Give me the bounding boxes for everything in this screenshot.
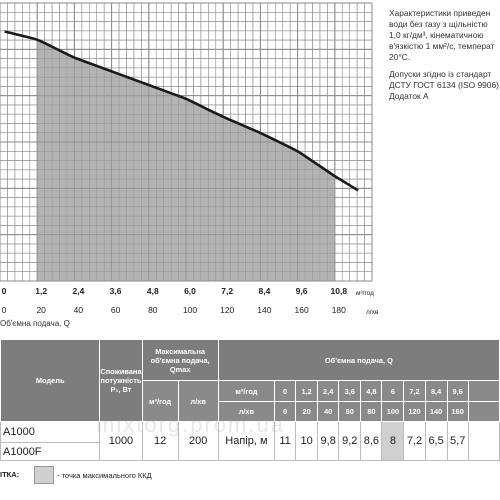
spec-table: Модель Споживана потужність P₁, Вт Макси… bbox=[0, 339, 500, 461]
q-l: 40 bbox=[317, 401, 340, 422]
watermark: mixtorg.prom.ua bbox=[96, 412, 285, 437]
qmax-unit-m3: м³/год bbox=[141, 380, 179, 422]
head-value: 11 bbox=[273, 421, 297, 461]
legend-swatch bbox=[34, 466, 54, 484]
note-conditions: Характеристики приведен води без газу з … bbox=[389, 8, 495, 62]
x-tick-m3: 10,8 bbox=[331, 286, 348, 296]
head-value: 9,2 bbox=[338, 421, 362, 461]
q-m3: 9,6 bbox=[446, 380, 469, 402]
q-m3: 4,8 bbox=[360, 380, 383, 402]
model-header: Модель bbox=[0, 339, 101, 422]
q-l: 140 bbox=[424, 401, 448, 422]
qmax-m3-value: 12 bbox=[141, 421, 179, 461]
head-value: 7,2 bbox=[403, 421, 426, 461]
q-m3: 8,4 bbox=[424, 380, 448, 402]
note-standard: Допуски згідно із стандарт ДСТУ ГОСТ 613… bbox=[389, 69, 499, 101]
x-unit-m3: м³/год bbox=[356, 290, 374, 297]
x-axis-label: Об'ємна подача, Q bbox=[0, 319, 70, 328]
x-tick-l: 80 bbox=[148, 305, 158, 315]
performance-chart: 0 1,2 2,4 3,6 4,8 6,0 7,2 8,4 9,6 10,8 м³/год 0 20 40… bbox=[0, 2, 379, 316]
x-tick-m3: 4,8 bbox=[147, 286, 159, 296]
grid-overlay bbox=[0, 2, 373, 282]
head-value: 10 bbox=[295, 421, 319, 461]
q-m3: 3,6 bbox=[338, 380, 362, 402]
x-tick-l: 120 bbox=[220, 305, 234, 315]
x-axis-ticks: 0 1,2 2,4 3,6 4,8 6,0 7,2 8,4 9,6 10,8 м³/год 0 20 40… bbox=[2, 286, 379, 316]
model-name: A1000 bbox=[0, 421, 101, 443]
head-value: 6,5 bbox=[424, 421, 448, 461]
performance-curve bbox=[4, 30, 359, 192]
head-label: Напір, м bbox=[217, 421, 276, 461]
q-l: 120 bbox=[403, 401, 426, 422]
head-value: 8,6 bbox=[360, 421, 383, 461]
q-m3: 7,2 bbox=[403, 380, 426, 402]
qmax-l-value: 200 bbox=[177, 421, 219, 461]
max-flow-header: Максимальна об'ємна подача, Qmax bbox=[141, 339, 219, 381]
power-header: Споживана потужність P₁, Вт bbox=[99, 339, 143, 422]
q-m3: 1,2 bbox=[295, 380, 319, 402]
x-tick-l: 100 bbox=[183, 305, 197, 315]
x-tick-l: 40 bbox=[74, 305, 84, 315]
q-l: 0 bbox=[273, 401, 297, 422]
x-tick-m3: 1,2 bbox=[35, 286, 47, 296]
model-name: A1000F bbox=[0, 442, 101, 461]
q-m3: 2,4 bbox=[317, 380, 340, 402]
legend-label: ІТКА: bbox=[0, 470, 20, 479]
x-tick-m3: 2,4 bbox=[72, 286, 84, 296]
head-value: 5,7 bbox=[446, 421, 469, 461]
legend: ІТКА: - точка максимального ККД bbox=[0, 462, 500, 484]
head-value bbox=[467, 421, 500, 461]
x-unit-l: л/хв bbox=[366, 309, 379, 316]
q-l: 80 bbox=[360, 401, 383, 422]
q-l bbox=[467, 401, 500, 422]
x-tick-m3: 8,4 bbox=[258, 286, 270, 296]
q-m3: 6 bbox=[381, 380, 405, 402]
x-tick-l: 60 bbox=[111, 305, 121, 315]
q-unit-m3: м³/год bbox=[217, 380, 276, 402]
q-l: 60 bbox=[338, 401, 362, 422]
x-tick-l: 0 bbox=[2, 305, 7, 315]
q-l: 160 bbox=[446, 401, 469, 422]
q-m3: 0 bbox=[273, 380, 297, 402]
x-tick-m3: 0 bbox=[2, 286, 7, 296]
x-tick-m3: 7,2 bbox=[221, 286, 233, 296]
q-m3 bbox=[467, 380, 500, 402]
characteristics-note: Характеристики приведен води без газу з … bbox=[389, 8, 500, 102]
x-tick-l: 140 bbox=[257, 305, 271, 315]
head-value-max-efficiency: 8 bbox=[381, 421, 405, 461]
x-tick-m3: 9,6 bbox=[296, 286, 308, 296]
q-l: 100 bbox=[381, 401, 405, 422]
x-tick-l: 160 bbox=[295, 305, 309, 315]
head-value: 9,8 bbox=[317, 421, 340, 461]
flow-header: Об'ємна подача, Q bbox=[217, 339, 500, 381]
x-tick-l: 180 bbox=[332, 305, 346, 315]
legend-text: - точка максимального ККД bbox=[57, 471, 152, 480]
x-tick-l: 20 bbox=[36, 305, 46, 315]
x-tick-m3: 3,6 bbox=[110, 286, 122, 296]
power-value: 1000 bbox=[99, 421, 143, 461]
q-l: 20 bbox=[295, 401, 319, 422]
x-tick-m3: 6,0 bbox=[184, 286, 196, 296]
